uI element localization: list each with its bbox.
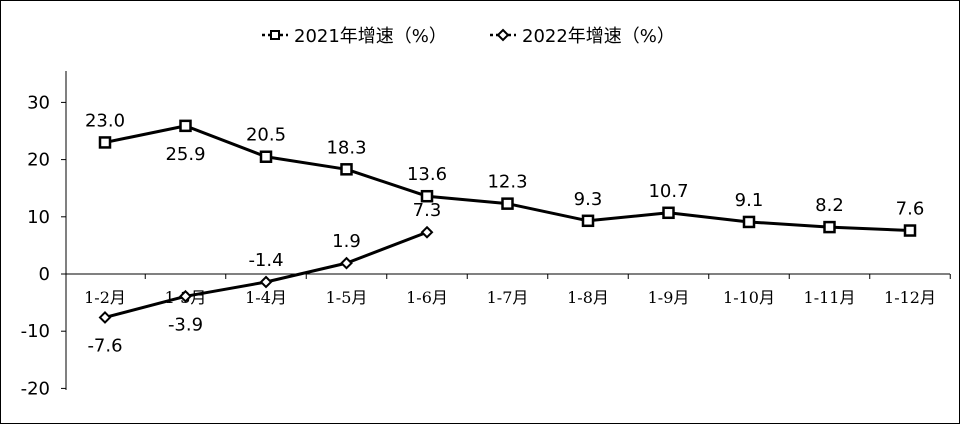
legend-label: 2021年增速（%） — [294, 26, 447, 47]
data-label: -7.6 — [87, 335, 122, 356]
x-tick-label: 1-9月 — [648, 288, 690, 307]
data-label: 12.3 — [487, 172, 527, 193]
data-label: 9.3 — [574, 189, 603, 210]
data-label: -1.4 — [248, 250, 283, 271]
data-point-marker — [501, 197, 514, 210]
data-label: 7.3 — [413, 200, 442, 221]
data-label: 8.2 — [815, 195, 844, 216]
data-label: 1.9 — [332, 231, 361, 252]
y-tick-label: 0 — [39, 264, 50, 285]
data-point-marker — [662, 206, 675, 220]
legend-marker — [496, 28, 510, 42]
x-tick-label: 1-10月 — [723, 288, 775, 307]
x-tick-label: 1-2月 — [84, 288, 126, 307]
data-point-marker — [179, 119, 192, 133]
data-point-marker — [581, 214, 595, 228]
data-point-marker — [98, 136, 112, 149]
legend-label: 2022年增速（%） — [522, 26, 675, 47]
data-point-marker — [98, 311, 112, 324]
x-tick-label: 1-6月 — [406, 288, 448, 307]
data-label: 10.7 — [648, 181, 688, 202]
data-point-marker — [420, 189, 434, 203]
x-tick-label: 1-7月 — [487, 288, 529, 307]
data-label: 9.1 — [735, 190, 764, 211]
y-tick-label: 10 — [27, 207, 50, 228]
data-point-marker — [742, 215, 756, 229]
data-point-marker — [420, 225, 434, 239]
data-point-marker — [259, 275, 273, 289]
x-tick-label: 1-4月 — [245, 288, 287, 307]
x-tick-label: 1-11月 — [804, 288, 856, 307]
data-point-marker — [823, 220, 836, 234]
y-tick-label: 20 — [27, 150, 50, 171]
data-label: 23.0 — [85, 110, 125, 131]
data-point-marker — [179, 289, 192, 303]
y-tick-label: -20 — [21, 378, 50, 399]
data-point-marker — [903, 224, 917, 237]
data-label: -3.9 — [168, 314, 203, 335]
x-tick-label: 1-12月 — [884, 288, 936, 307]
data-label: 20.5 — [246, 125, 286, 146]
data-label: 13.6 — [407, 164, 447, 185]
data-label: 18.3 — [326, 137, 366, 158]
x-tick-label: 1-8月 — [567, 288, 609, 307]
data-point-marker — [340, 163, 353, 176]
y-tick-label: 30 — [27, 92, 50, 113]
data-point-marker — [340, 256, 353, 270]
data-label: 25.9 — [165, 144, 205, 165]
y-tick-label: -10 — [21, 321, 50, 342]
data-label: 7.6 — [896, 199, 925, 220]
data-point-marker — [259, 150, 273, 163]
legend-marker — [270, 30, 280, 40]
x-tick-label: 1-5月 — [326, 288, 368, 307]
